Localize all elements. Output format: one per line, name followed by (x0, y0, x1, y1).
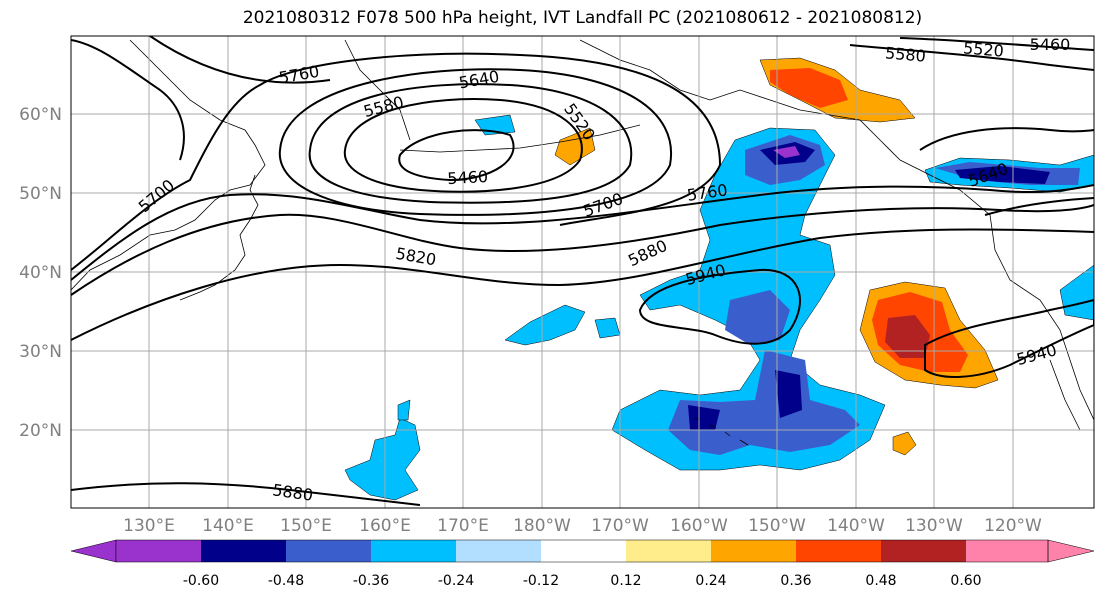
colorbar-tick-label: -0.12 (523, 573, 559, 589)
colorbar-tick-label: 0.12 (610, 573, 641, 589)
colorbar-segment (881, 540, 966, 562)
map-title: 2021080312 F078 500 hPa height, IVT Land… (242, 8, 923, 28)
ivt-negative-region-7 (775, 370, 802, 418)
contour-label: 5520 (962, 38, 1004, 60)
colorbar-labels: -0.60 -0.48 -0.36 -0.24 -0.12 0.12 0.24 … (183, 573, 982, 589)
lon-tick-label: 140°W (827, 516, 885, 536)
lon-tick-label: 120°W (984, 516, 1042, 536)
colorbar-segment (116, 540, 201, 562)
colorbar: -0.60 -0.48 -0.36 -0.24 -0.12 0.12 0.24 … (70, 539, 1095, 589)
colorbar-tick-label: 0.60 (950, 573, 981, 589)
contour-line-5700 (71, 52, 722, 271)
colorbar-segment (966, 540, 1048, 562)
alaska-coast (579, 39, 901, 161)
baja-coast (1049, 359, 1081, 431)
colorbar-segment (626, 540, 711, 562)
coastlines (71, 39, 1094, 446)
height-contours (71, 36, 1094, 506)
lon-tick-label: 130°W (905, 516, 963, 536)
colorbar-segment (201, 540, 286, 562)
ivt-negative-region-16 (955, 166, 1050, 184)
contour-line-5580 (308, 83, 633, 204)
longitude-labels: 130°E 140°E 150°E 160°E 170°E 180°W 170°… (123, 516, 1042, 536)
contour-line-north-a (71, 39, 185, 161)
lat-tick-label: 60°N (19, 105, 62, 125)
colorbar-segment (541, 540, 626, 562)
contour-line-5940-a (638, 268, 801, 345)
colorbar-tick-label: -0.24 (438, 573, 474, 589)
ivt-positive-region-6 (885, 315, 930, 358)
japan-coast (179, 174, 259, 301)
ivt-negative-region-4 (773, 146, 800, 158)
hawaii-islands (694, 417, 749, 446)
contour-line-5880-south (71, 482, 421, 506)
lon-tick-label: 150°W (748, 516, 806, 536)
ivt-negative-region-6 (668, 350, 860, 455)
colorbar-segment (711, 540, 796, 562)
contour-line-5940-b (924, 298, 1094, 378)
colorbar-tick-label: 0.24 (695, 573, 726, 589)
colorbar-upper-extend (1047, 539, 1095, 563)
colorbar-tick-label: 0.36 (780, 573, 811, 589)
colorbar-lower-extend (70, 539, 117, 563)
contour-line-5520 (343, 98, 583, 193)
na-west-coast (899, 159, 1094, 421)
lon-tick-label: 130°E (123, 516, 175, 536)
ivt-negative-region-8 (688, 405, 720, 430)
colorbar-tick-label: -0.48 (268, 573, 304, 589)
ivt-positive-region-2 (770, 68, 848, 108)
contour-line-5820 (71, 204, 1094, 296)
lon-tick-label: 170°W (591, 516, 649, 536)
aleutians (399, 124, 641, 153)
lon-tick-label: 140°E (202, 516, 254, 536)
colorbar-segment (456, 540, 541, 562)
contour-line-5520-ne (899, 37, 1094, 51)
lat-tick-label: 40°N (19, 263, 62, 283)
colorbar-tick-label: -0.36 (353, 573, 389, 589)
colorbar-segment (371, 540, 456, 562)
lon-tick-label: 180°W (513, 516, 571, 536)
lon-tick-label: 160°W (670, 516, 728, 536)
ivt-negative-region-9 (504, 304, 586, 346)
contour-line-5640-ne (919, 127, 1094, 151)
colorbar-outline (115, 539, 1049, 563)
contour-line-5700-ne (984, 197, 1094, 216)
contour-line-5880 (71, 228, 1094, 341)
ivt-positive-region-7 (892, 431, 917, 456)
lon-tick-label: 150°E (280, 516, 332, 536)
colorbar-segment (796, 540, 881, 562)
latitude-labels: 60°N 50°N 40°N 30°N 20°N (19, 105, 62, 441)
lat-tick-label: 30°N (19, 342, 62, 362)
contour-label: 5580 (884, 43, 926, 65)
lon-tick-label: 160°E (359, 516, 411, 536)
contour-line-5580-ne (849, 44, 1094, 71)
asia-coast (71, 39, 266, 291)
contour-line-north-b (149, 36, 331, 84)
contour-label: 5460 (1030, 35, 1071, 54)
contour-label: 5460 (447, 167, 489, 188)
contour-line-5460 (398, 129, 515, 182)
lon-tick-label: 170°E (437, 516, 489, 536)
map-frame (70, 35, 1095, 509)
colorbar-segment (286, 540, 371, 562)
map-content: 5760 5640 5580 5520 5460 5700 5700 5760 … (71, 35, 1094, 508)
ivt-negative-region-13 (397, 399, 411, 421)
colorbar-tick-label: -0.60 (183, 573, 219, 589)
lat-tick-label: 20°N (19, 421, 62, 441)
lat-tick-label: 50°N (19, 184, 62, 204)
contour-line-5760 (71, 184, 1094, 281)
ivt-negative-region-5 (725, 290, 790, 345)
contour-line-5640 (278, 68, 673, 216)
colorbar-tick-label: 0.48 (865, 573, 896, 589)
